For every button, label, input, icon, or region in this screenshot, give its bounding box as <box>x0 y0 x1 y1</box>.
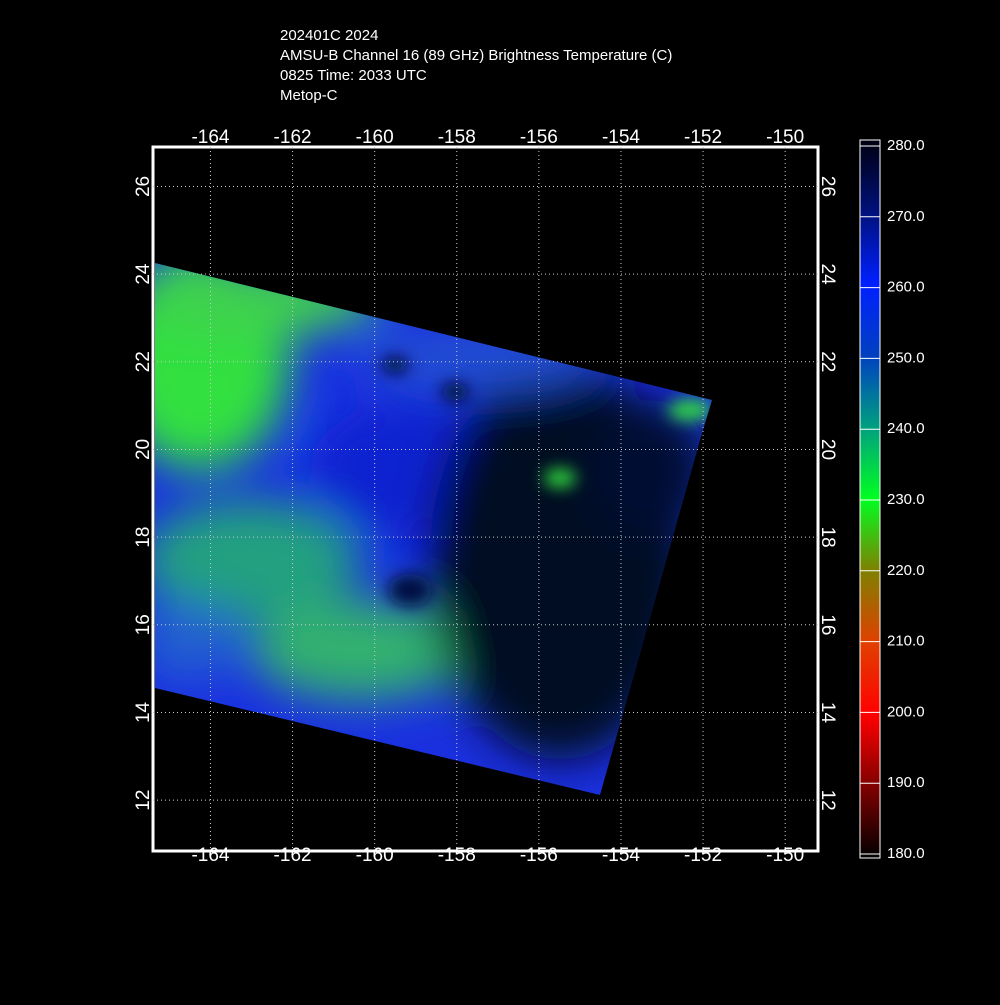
header-line: Metop-C <box>280 87 338 104</box>
lat-tick-label: 16 <box>817 614 838 635</box>
colorbar-label: 240.0 <box>887 420 925 437</box>
lat-tick-label: 26 <box>133 176 154 197</box>
colorbar-label: 230.0 <box>887 491 925 508</box>
header-line: 202401C 2024 <box>280 27 378 44</box>
lat-tick-label: 18 <box>133 527 154 548</box>
lon-tick-label: -160 <box>356 127 394 148</box>
colorbar-label: 210.0 <box>887 633 925 650</box>
lon-tick-label: -156 <box>520 127 558 148</box>
colorbar-label: 190.0 <box>887 774 925 791</box>
lon-tick-label: -158 <box>438 127 476 148</box>
lon-tick-label: -164 <box>191 127 229 148</box>
lon-tick-label: -150 <box>766 845 804 866</box>
lat-tick-label: 24 <box>133 263 154 285</box>
colorbar <box>859 139 881 859</box>
satellite-swath <box>155 263 712 795</box>
lon-tick-label: -154 <box>602 845 640 866</box>
colorbar-label: 180.0 <box>887 845 925 862</box>
lat-tick-label: 20 <box>817 439 838 460</box>
header-line: AMSU-B Channel 16 (89 GHz) Brightness Te… <box>280 47 672 64</box>
lat-tick-label: 12 <box>133 790 154 811</box>
lat-tick-label: 18 <box>817 527 838 548</box>
header-line: 0825 Time: 2033 UTC <box>280 67 427 84</box>
lon-tick-label: -152 <box>684 845 722 866</box>
lat-tick-label: 22 <box>133 351 154 372</box>
map-frame <box>151 145 820 853</box>
colorbar-label: 280.0 <box>887 137 925 154</box>
lat-tick-label: 14 <box>133 701 154 723</box>
lat-tick-label: 16 <box>133 614 154 635</box>
lat-tick-label: 24 <box>817 264 838 286</box>
colorbar-label: 260.0 <box>887 279 925 296</box>
lon-tick-label: -152 <box>684 127 722 148</box>
lon-tick-label: -156 <box>520 845 558 866</box>
colorbar-label: 250.0 <box>887 349 925 366</box>
lat-tick-label: 14 <box>817 702 838 724</box>
lat-tick-label: 20 <box>133 439 154 460</box>
lat-tick-label: 12 <box>817 790 838 811</box>
colorbar-label: 200.0 <box>887 703 925 720</box>
header: 202401C 2024 AMSU-B Channel 16 (89 GHz) … <box>280 27 672 104</box>
lat-tick-label: 26 <box>817 176 838 197</box>
lon-tick-label: -154 <box>602 127 640 148</box>
colorbar-label: 220.0 <box>887 562 925 579</box>
lat-tick-label: 22 <box>817 351 838 372</box>
lon-tick-label: -162 <box>274 127 312 148</box>
lon-tick-label: -158 <box>438 845 476 866</box>
lon-tick-label: -162 <box>274 845 312 866</box>
lon-tick-label: -164 <box>191 845 229 866</box>
colorbar-label: 270.0 <box>887 208 925 225</box>
lon-tick-label: -150 <box>766 127 804 148</box>
lon-tick-label: -160 <box>356 845 394 866</box>
